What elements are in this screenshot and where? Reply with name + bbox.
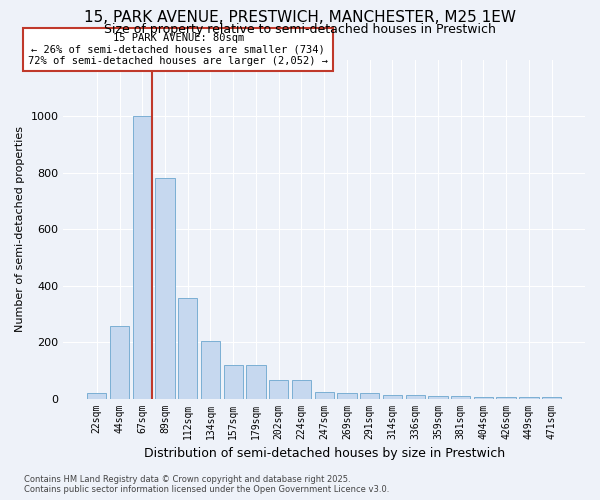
X-axis label: Distribution of semi-detached houses by size in Prestwich: Distribution of semi-detached houses by … [143,447,505,460]
Bar [474,397,493,398]
Bar [247,364,266,398]
Text: Contains public sector information licensed under the Open Government Licence v3: Contains public sector information licen… [24,485,389,494]
Bar [337,394,356,398]
Text: Size of property relative to semi-detached houses in Prestwich: Size of property relative to semi-detach… [104,22,496,36]
Bar [383,395,402,398]
Bar [314,392,334,398]
Bar [110,326,129,398]
Bar [178,298,197,398]
Bar [87,394,106,398]
Bar [451,396,470,398]
Text: 15 PARK AVENUE: 80sqm
← 26% of semi-detached houses are smaller (734)
72% of sem: 15 PARK AVENUE: 80sqm ← 26% of semi-deta… [28,33,328,66]
Bar [360,394,379,398]
Bar [224,364,243,398]
Bar [542,397,561,398]
Bar [133,116,152,398]
Bar [292,380,311,398]
Bar [269,380,289,398]
Bar [201,340,220,398]
Y-axis label: Number of semi-detached properties: Number of semi-detached properties [15,126,25,332]
Text: 15, PARK AVENUE, PRESTWICH, MANCHESTER, M25 1EW: 15, PARK AVENUE, PRESTWICH, MANCHESTER, … [84,10,516,25]
Text: Contains HM Land Registry data © Crown copyright and database right 2025.: Contains HM Land Registry data © Crown c… [24,475,350,484]
Bar [155,178,175,398]
Bar [428,396,448,398]
Bar [519,397,539,398]
Bar [496,397,516,398]
Bar [406,395,425,398]
